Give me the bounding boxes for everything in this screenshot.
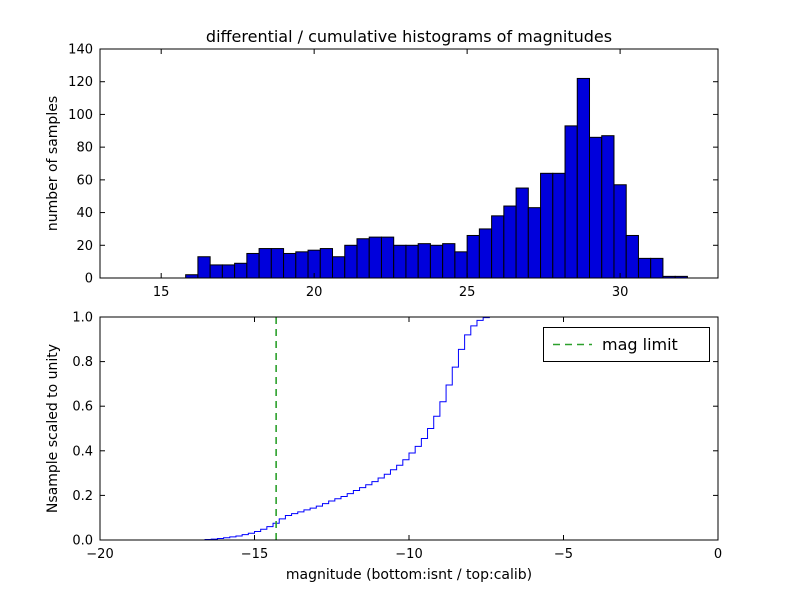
bottom-cumulative-plot: −20 −15 −10 −5 0 0.0 0.2 0.4 0.6 0.8 1.0 <box>72 311 722 563</box>
svg-text:0: 0 <box>85 272 93 287</box>
svg-text:120: 120 <box>68 75 93 90</box>
svg-text:1.0: 1.0 <box>72 311 93 326</box>
svg-text:−15: −15 <box>241 547 268 562</box>
svg-text:60: 60 <box>76 173 93 188</box>
svg-text:40: 40 <box>76 206 93 221</box>
svg-text:−5: −5 <box>554 547 573 562</box>
svg-text:0.2: 0.2 <box>72 489 93 504</box>
svg-text:140: 140 <box>68 43 93 58</box>
svg-text:0: 0 <box>714 547 722 562</box>
svg-text:20: 20 <box>306 285 323 300</box>
svg-text:25: 25 <box>459 285 476 300</box>
legend-label-mag-limit: mag limit <box>602 335 678 354</box>
svg-text:0.4: 0.4 <box>72 444 93 459</box>
svg-text:20: 20 <box>76 239 93 254</box>
legend: mag limit <box>543 327 710 362</box>
svg-text:0.6: 0.6 <box>72 400 93 415</box>
svg-text:100: 100 <box>68 108 93 123</box>
svg-text:−10: −10 <box>395 547 422 562</box>
svg-text:80: 80 <box>76 141 93 156</box>
top-histogram-plot: 15 20 25 30 0 20 40 60 80 100 120 140 <box>68 43 719 300</box>
svg-text:15: 15 <box>153 285 170 300</box>
top-y-axis-label: number of samples <box>45 96 61 231</box>
svg-text:0.8: 0.8 <box>72 355 93 370</box>
svg-text:0.0: 0.0 <box>72 534 93 549</box>
bottom-y-axis-label: Nsample scaled to unity <box>45 344 61 513</box>
svg-text:30: 30 <box>612 285 629 300</box>
figure-title: differential / cumulative histograms of … <box>206 27 612 46</box>
bottom-x-axis-label: magnitude (bottom:isnt / top:calib) <box>286 567 532 583</box>
svg-text:−20: −20 <box>86 547 113 562</box>
